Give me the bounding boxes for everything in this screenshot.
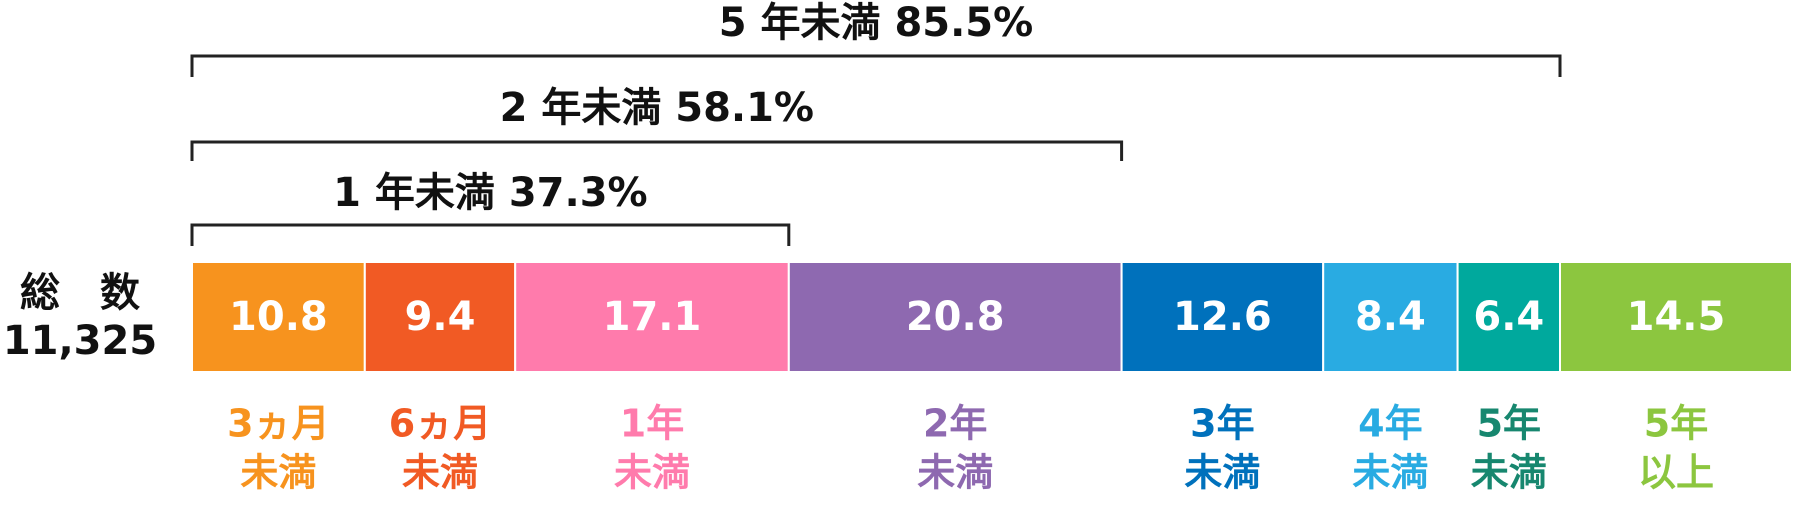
category-label: 4年 — [1358, 402, 1422, 446]
bracket — [190, 223, 791, 246]
category-label: 以上 — [1638, 451, 1714, 495]
category-label: 未満 — [402, 451, 478, 495]
value-label: 14.5 — [1627, 294, 1726, 340]
category-label: 3ヵ月 — [227, 402, 329, 446]
category-label: 1年 — [620, 402, 684, 446]
bracket — [190, 54, 1562, 77]
category-label: 5年 — [1644, 402, 1708, 446]
category-label: 5年 — [1477, 402, 1541, 446]
category-label: 6ヵ月 — [389, 402, 491, 446]
bar-segment — [1559, 261, 1793, 373]
category-label: 未満 — [240, 451, 316, 495]
category-label: 未満 — [1184, 451, 1260, 495]
category-label: 3年 — [1190, 402, 1254, 446]
bar-segment — [1120, 261, 1325, 373]
value-label: 9.4 — [405, 294, 476, 340]
bar-segment — [363, 261, 517, 373]
value-label: 10.8 — [229, 294, 328, 340]
value-label: 17.1 — [603, 294, 702, 340]
value-label: 6.4 — [1473, 294, 1544, 340]
category-label: 未満 — [917, 451, 993, 495]
bracket-label: 5 年未満 85.5% — [719, 0, 1033, 46]
bar-segment — [787, 261, 1123, 373]
value-label: 20.8 — [906, 294, 1005, 340]
total-label: 総 数 — [20, 270, 140, 316]
category-label: 未満 — [614, 451, 690, 495]
bar-segment — [514, 261, 790, 373]
bar-segment — [1456, 261, 1561, 373]
value-label: 8.4 — [1355, 294, 1426, 340]
bracket-label: 1 年未満 37.3% — [333, 170, 647, 216]
value-label: 12.6 — [1173, 294, 1272, 340]
category-label: 未満 — [1352, 451, 1428, 495]
bar-segment — [191, 261, 366, 373]
bracket-label: 2 年未満 58.1% — [500, 85, 814, 131]
bracket — [190, 140, 1124, 161]
bar-segment — [1322, 261, 1459, 373]
total-value: 11,325 — [3, 318, 157, 364]
category-label: 未満 — [1471, 451, 1547, 495]
category-label: 2年 — [923, 402, 987, 446]
